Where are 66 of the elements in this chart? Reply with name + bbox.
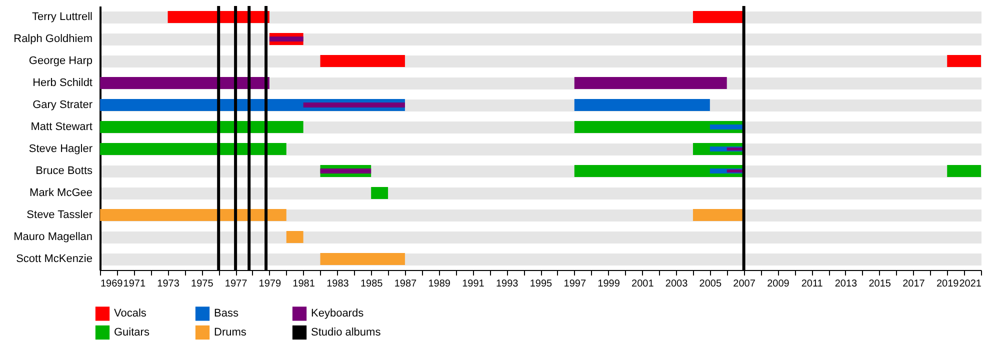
x-tick-label: 2017 <box>902 278 926 290</box>
x-tick-label: 2019 <box>936 278 960 290</box>
bar <box>710 124 744 130</box>
bar <box>320 55 405 67</box>
x-tick-label: 1983 <box>326 278 350 290</box>
legend-label: Vocals <box>114 308 147 320</box>
legend-label: Drums <box>214 326 247 338</box>
y-tick-label: Mauro Magellan <box>14 231 92 243</box>
bar <box>574 77 727 89</box>
bar <box>726 170 744 172</box>
bar <box>726 148 744 150</box>
bar <box>947 165 981 177</box>
x-tick-label: 1999 <box>598 278 620 290</box>
x-tick-label: 1975 <box>191 278 214 290</box>
x-tick-label: 1977 <box>224 278 248 290</box>
x-tick-label: 1987 <box>394 278 418 290</box>
legend-label: Guitars <box>114 326 150 338</box>
legend-label: Studio albums <box>311 326 382 338</box>
x-tick-label: 2021 <box>959 278 982 290</box>
y-tick-label: Herb Schildt <box>32 77 92 89</box>
y-tick-label: Steve Hagler <box>28 143 93 155</box>
x-tick-label: 2015 <box>868 278 892 290</box>
x-tick-label: 1981 <box>292 278 316 290</box>
x-tick-label: 2011 <box>801 278 824 290</box>
y-tick-label: Ralph Goldhiem <box>14 33 92 45</box>
bar <box>947 55 981 67</box>
bar <box>574 121 744 133</box>
x-tick-label: 2009 <box>767 278 790 290</box>
bar <box>100 209 286 221</box>
bar <box>371 187 388 199</box>
bar <box>574 165 744 177</box>
x-tick-label: 1989 <box>428 278 451 290</box>
y-tick-label: Bruce Botts <box>36 165 93 177</box>
bar <box>286 231 304 243</box>
x-tick-label: 1969 <box>100 278 124 290</box>
bar <box>692 209 744 221</box>
x-tick-label: 1973 <box>157 278 180 290</box>
x-tick-label: 1985 <box>360 278 384 290</box>
x-tick-label: 1991 <box>462 278 485 290</box>
x-tick-label: 2003 <box>665 278 688 290</box>
bar <box>269 36 304 42</box>
y-tick-label: Mark McGee <box>30 187 92 199</box>
legend-label: Bass <box>214 308 239 320</box>
bar <box>100 121 304 133</box>
x-tick-label: 2001 <box>632 278 654 290</box>
bar <box>320 168 372 174</box>
bar <box>303 102 405 108</box>
x-tick-label: 1993 <box>496 278 519 290</box>
y-tick-label: Scott McKenzie <box>16 253 92 265</box>
x-tick-label: 1997 <box>564 278 586 290</box>
legend-label: Keyboards <box>311 308 364 320</box>
x-tick-label: 2005 <box>699 278 722 290</box>
x-tick-label: 1995 <box>530 278 553 290</box>
x-tick-label: 2013 <box>834 278 858 290</box>
bar <box>692 11 744 23</box>
y-tick-label: Gary Strater <box>32 99 93 111</box>
y-tick-label: Steve Tassler <box>26 209 93 221</box>
y-tick-label: George Harp <box>28 55 92 67</box>
bar <box>100 143 286 155</box>
bar <box>574 99 710 111</box>
x-tick-label: 1979 <box>258 278 282 290</box>
x-tick-label: 1971 <box>123 278 146 290</box>
y-tick-label: Terry Luttrell <box>32 11 92 23</box>
x-tick-label: 2007 <box>733 278 756 290</box>
y-tick-label: Matt Stewart <box>30 121 92 133</box>
bar <box>320 253 405 265</box>
